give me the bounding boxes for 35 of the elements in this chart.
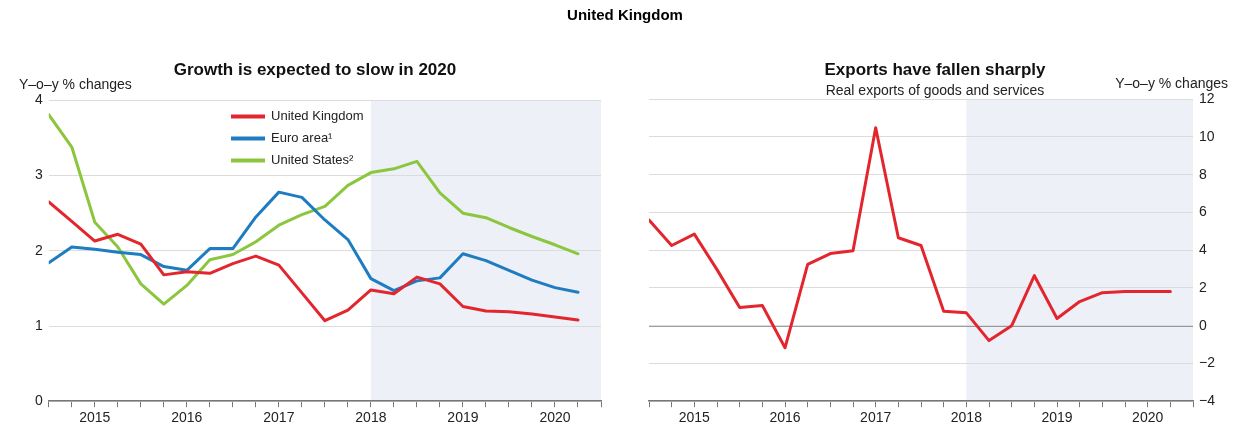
x-tick-label: 2015 <box>678 409 711 426</box>
y-axis-title: Y–o–y % changes <box>19 76 132 93</box>
x-tick-label: 2017 <box>263 409 295 426</box>
y2-tick-label: 0 <box>1199 316 1208 333</box>
text: United Kingdom <box>567 6 683 23</box>
x-tick-label: 2019 <box>447 409 479 426</box>
x-tick-label: 2016 <box>171 409 203 426</box>
y2-tick-label: 6 <box>1199 203 1208 220</box>
y2-tick-label: 4 <box>1199 241 1208 258</box>
y2-tick-label: 12 <box>1199 90 1215 107</box>
y-tick-label: 2 <box>34 241 43 258</box>
x-tick-label: 2015 <box>79 409 111 426</box>
x-tick-label: 2016 <box>769 409 801 426</box>
chart-title: Exports have fallen sharply <box>824 59 1047 79</box>
chart-subtitle: Real exports of goods and services <box>825 81 1045 98</box>
y2-axis-title: Y–o–y % changes <box>1115 75 1229 92</box>
y2-tick-label: −4 <box>1199 392 1216 409</box>
y2-tick-label: 10 <box>1199 127 1215 144</box>
y2-tick-label: 8 <box>1199 165 1208 182</box>
chart-title: Growth is expected to slow in 2020 <box>173 59 457 79</box>
x-tick-label: 2020 <box>539 409 571 426</box>
y-tick-label: 0 <box>34 392 43 409</box>
legend-label: United Kingdom <box>271 107 364 123</box>
y-tick-label: 1 <box>34 316 43 333</box>
y-tick-label: 4 <box>34 91 43 108</box>
legend-label: Euro area¹ <box>271 129 334 145</box>
x-tick-label: 2018 <box>355 409 387 426</box>
x-tick-label: 2017 <box>860 409 892 426</box>
y-tick-label: 3 <box>34 166 43 183</box>
x-tick-label: 2020 <box>1132 409 1164 426</box>
legend-label: United States² <box>271 151 355 167</box>
x-tick-label: 2018 <box>950 409 983 426</box>
y2-tick-label: −2 <box>1199 354 1216 371</box>
y2-tick-label: 2 <box>1199 278 1208 295</box>
x-tick-label: 2019 <box>1041 409 1073 426</box>
